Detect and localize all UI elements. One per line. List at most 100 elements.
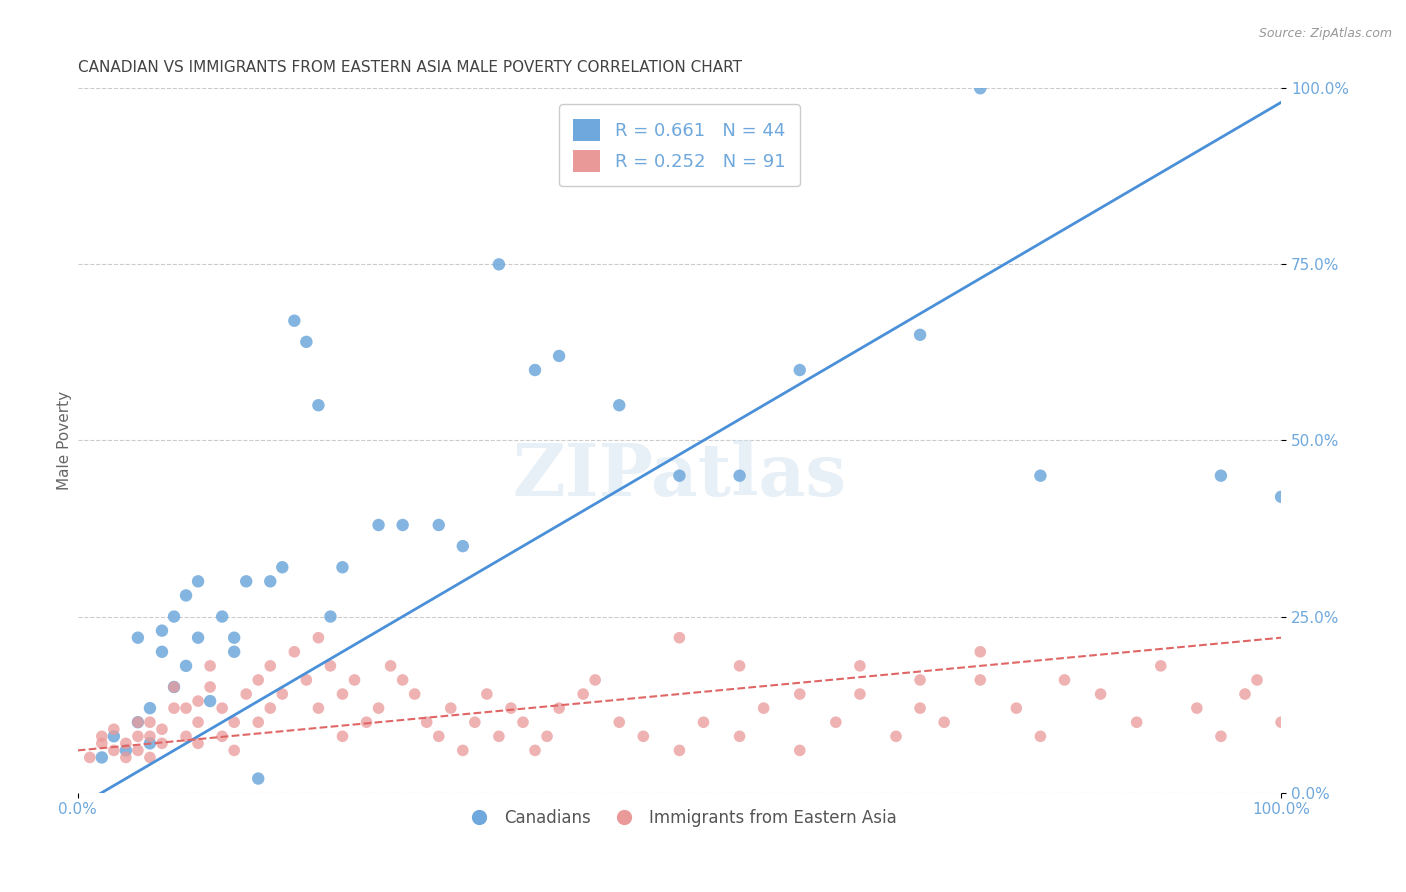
Point (488, 729, 510, 743)
Y-axis label: Male Poverty: Male Poverty (58, 391, 72, 490)
Point (1270, 490, 1292, 504)
Point (572, 687, 595, 701)
Point (271, 687, 294, 701)
Point (174, 729, 197, 743)
Point (380, 658, 402, 673)
Point (908, 701, 931, 715)
Point (692, 715, 714, 730)
Point (150, 624, 173, 638)
Point (247, 772, 270, 786)
Point (1125, 715, 1147, 730)
Point (934, 715, 956, 730)
Point (1246, 673, 1268, 687)
Point (224, 743, 246, 757)
Point (319, 658, 342, 673)
Point (224, 631, 246, 645)
Point (247, 673, 270, 687)
Point (524, 363, 547, 377)
Point (283, 314, 305, 328)
Point (668, 743, 690, 757)
Point (307, 631, 329, 645)
Point (79, 750, 101, 764)
Point (583, 673, 606, 687)
Point (499, 701, 522, 715)
Point (415, 715, 437, 730)
Point (139, 715, 162, 730)
Point (174, 701, 197, 715)
Point (90, 729, 112, 743)
Point (427, 729, 450, 743)
Point (391, 518, 413, 533)
Point (1053, 673, 1076, 687)
Point (211, 609, 233, 624)
Point (187, 694, 209, 708)
Point (367, 701, 389, 715)
Point (307, 701, 329, 715)
Point (512, 715, 534, 730)
Point (728, 729, 751, 743)
Point (90, 736, 112, 750)
Point (224, 715, 246, 730)
Point (139, 750, 162, 764)
Point (849, 687, 872, 701)
Point (150, 723, 173, 737)
Point (1270, 715, 1292, 730)
Text: Source: ZipAtlas.com: Source: ZipAtlas.com (1258, 27, 1392, 40)
Point (908, 673, 931, 687)
Point (127, 743, 149, 757)
Point (1150, 658, 1173, 673)
Point (115, 750, 138, 764)
Point (224, 645, 246, 659)
Point (824, 715, 846, 730)
Point (548, 701, 571, 715)
Point (295, 334, 318, 349)
Point (789, 687, 811, 701)
Point (332, 687, 354, 701)
Point (187, 736, 209, 750)
Legend: Canadians, Immigrants from Eastern Asia: Canadians, Immigrants from Eastern Asia (456, 802, 903, 834)
Point (488, 257, 510, 271)
Point (367, 518, 389, 533)
Point (633, 729, 655, 743)
Point (127, 729, 149, 743)
Point (139, 729, 162, 743)
Point (235, 574, 257, 589)
Point (127, 715, 149, 730)
Point (139, 736, 162, 750)
Point (247, 715, 270, 730)
Point (115, 736, 138, 750)
Point (319, 609, 342, 624)
Point (524, 743, 547, 757)
Point (668, 631, 690, 645)
Point (259, 574, 281, 589)
Point (198, 680, 221, 694)
Point (1005, 701, 1028, 715)
Point (884, 729, 907, 743)
Point (103, 743, 125, 757)
Point (548, 349, 571, 363)
Point (607, 398, 630, 412)
Point (789, 743, 811, 757)
Point (1209, 468, 1232, 483)
Point (103, 729, 125, 743)
Point (668, 468, 690, 483)
Point (332, 729, 354, 743)
Point (295, 673, 318, 687)
Point (103, 723, 125, 737)
Point (150, 736, 173, 750)
Point (332, 560, 354, 574)
Point (789, 363, 811, 377)
Point (908, 327, 931, 342)
Point (427, 518, 450, 533)
Point (451, 539, 474, 553)
Point (90, 750, 112, 764)
Point (1029, 468, 1052, 483)
Point (127, 631, 149, 645)
Point (404, 687, 426, 701)
Point (464, 715, 486, 730)
Point (451, 743, 474, 757)
Point (1185, 701, 1208, 715)
Point (198, 658, 221, 673)
Point (969, 673, 991, 687)
Point (174, 658, 197, 673)
